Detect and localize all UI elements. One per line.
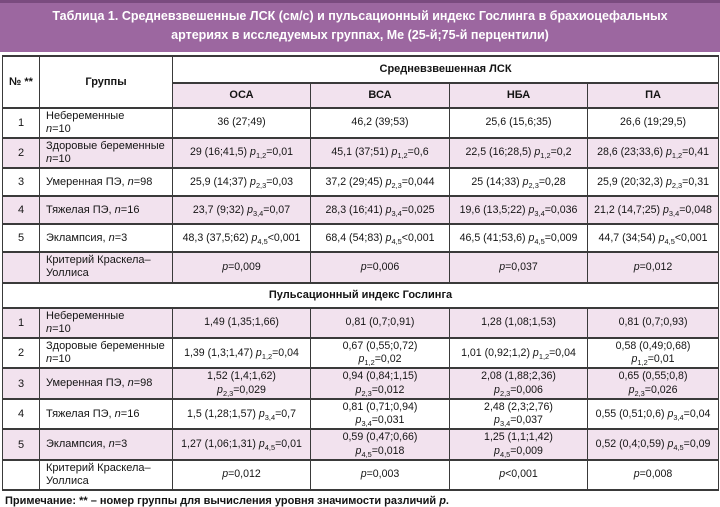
value-cell: 1,27 (1,06;1,31) p4,5=0,01 [172, 428, 311, 461]
row-number-cell: 4 [2, 195, 40, 226]
header-col-pa: ПА [586, 81, 720, 109]
header-col-vca: ВСА [310, 81, 450, 109]
header-span-lsk: Средневзвешенная ЛСК [171, 54, 720, 84]
value-cell: 36 (27;49) [172, 106, 311, 139]
group-cell: Умеренная ПЭ, n=98 [39, 167, 173, 198]
value-cell: 28,6 (23;33,6) p1,2=0,41 [586, 136, 720, 170]
row-number-cell [2, 458, 40, 492]
value-cell: 1,52 (1,4;1,62) p2,3=0,029 [172, 367, 311, 400]
row-number-cell: 5 [2, 428, 40, 461]
kruskal-value: p=0,012 [172, 458, 311, 492]
group-cell: Небеременные n=10 [39, 106, 173, 139]
kruskal-label: Критерий Краскела– Уоллиса [39, 458, 173, 492]
group-cell: Здоровые беременные n=10 [39, 136, 173, 170]
group-cell: Умеренная ПЭ, n=98 [39, 367, 173, 400]
group-cell: Тяжелая ПЭ, n=16 [39, 195, 173, 226]
table-row: 5 Эклампсия, n=3 48,3 (37,5;62) p4,5<0,001… [2, 223, 720, 254]
value-cell: 46,2 (39;53) [310, 106, 450, 139]
table-row: 5 Эклампсия, n=3 1,27 (1,06;1,31) p4,5=0,0… [2, 428, 720, 461]
value-cell: 25 (14;33) p2,3=0,28 [449, 167, 588, 198]
table-row: 2 Здоровые беременные n=10 29 (16;41,5) p1,… [2, 136, 720, 170]
kruskal-value: p=0,006 [310, 251, 450, 284]
group-cell: Здоровые беременные n=10 [39, 336, 173, 370]
group-cell: Тяжелая ПЭ, n=16 [39, 397, 173, 431]
header-number-column: № ** [2, 54, 40, 109]
value-cell: 1,49 (1,35;1,66) [172, 306, 311, 340]
value-cell: 0,55 (0,51;0,6) p3,4=0,04 [586, 397, 720, 431]
group-cell: Эклампсия, n=3 [39, 223, 173, 254]
table-title: Таблица 1. Средневзвешенные ЛСК (см/с) и… [0, 0, 720, 52]
value-cell: 46,5 (41;53,6) p4,5=0,009 [449, 223, 588, 254]
group-cell: Эклампсия, n=3 [39, 428, 173, 461]
value-cell: 21,2 (14,7;25) p3,4=0,048 [586, 195, 720, 226]
table-header: № ** Группы Средневзвешенная ЛСК ОСА ВСА… [2, 54, 720, 109]
value-cell: 1,39 (1,3;1,47) p1,2=0,04 [172, 336, 311, 370]
table-row: 1 Небеременные n=10 36 (27;49) 46,2 (39;53) 2… [2, 106, 720, 139]
value-cell: 23,7 (9;32) p3,4=0,07 [172, 195, 311, 226]
value-cell: 0,58 (0,49;0,68) p1,2=0,01 [586, 336, 720, 370]
table-row: 4 Тяжелая ПЭ, n=16 1,5 (1,28;1,57) p3,4=0,… [2, 397, 720, 431]
table-row: 3 Умеренная ПЭ, n=98 1,52 (1,4;1,62) p2,3=0… [2, 367, 720, 400]
header-col-nba: НБА [449, 81, 588, 109]
value-cell: 28,3 (16;41) p3,4=0,025 [310, 195, 450, 226]
value-cell: 37,2 (29;45) p2,3=0,044 [310, 167, 450, 198]
value-cell: 1,5 (1,28;1,57) p3,4=0,7 [172, 397, 311, 431]
row-number-cell: 2 [2, 336, 40, 370]
value-cell: 1,25 (1,1;1,42) p4,5=0,009 [449, 428, 588, 461]
kruskal-wallis-row: Критерий Краскела– Уоллиса p=0,012 p=0,003 p… [2, 458, 720, 492]
value-cell: 1,01 (0,92;1,2) p1,2=0,04 [449, 336, 588, 370]
value-cell: 0,81 (0,7;0,93) [586, 306, 720, 340]
value-cell: 44,7 (34;54) p4,5<0,001 [586, 223, 720, 254]
row-number-cell: 1 [2, 106, 40, 139]
value-cell: 48,3 (37,5;62) p4,5<0,001 [172, 223, 311, 254]
value-cell: 26,6 (19;29,5) [586, 106, 720, 139]
value-cell: 68,4 (54;83) p4,5<0,001 [310, 223, 450, 254]
footnote: Примечание: ** – номер группы для вычисл… [5, 495, 449, 507]
kruskal-value: p=0,012 [586, 251, 720, 284]
row-number-cell [2, 251, 40, 284]
row-number-cell: 3 [2, 167, 40, 198]
value-cell: 22,5 (16;28,5) p1,2=0,2 [449, 136, 588, 170]
value-cell: 0,65 (0,55;0,8) p2,3=0,026 [586, 367, 720, 400]
value-cell: 45,1 (37;51) p1,2=0,6 [310, 136, 450, 170]
kruskal-value: p=0,003 [310, 458, 450, 492]
value-cell: 0,67 (0,55;0,72) p1,2=0,02 [310, 336, 450, 370]
kruskal-value: p=0,037 [449, 251, 588, 284]
table-row: 2 Здоровые беременные n=10 1,39 (1,3;1,47) … [2, 336, 720, 370]
row-number-cell: 3 [2, 367, 40, 400]
kruskal-value: p=0,008 [586, 458, 720, 492]
value-cell: 19,6 (13,5;22) p3,4=0,036 [449, 195, 588, 226]
table-row: 4 Тяжелая ПЭ, n=16 23,7 (9;32) p3,4=0,07 28… [2, 195, 720, 226]
value-cell: 25,9 (14;37) p2,3=0,03 [172, 167, 311, 198]
value-cell: 25,9 (20;32,3) p2,3=0,31 [586, 167, 720, 198]
value-cell: 25,6 (15,6;35) [449, 106, 588, 139]
header-col-oca: ОСА [172, 81, 311, 109]
kruskal-label: Критерий Краскела– Уоллиса [39, 251, 173, 284]
header-groups-column: Группы [39, 54, 173, 109]
row-number-cell: 1 [2, 306, 40, 340]
value-cell: 0,81 (0,7;0,91) [310, 306, 450, 340]
value-cell: 0,52 (0,4;0,59) p4,5=0,09 [586, 428, 720, 461]
section-header-row: Пульсационный индекс Гослинга [1, 281, 720, 309]
value-cell: 2,48 (2,3;2,76) p3,4=0,037 [449, 397, 588, 431]
value-cell: 0,94 (0,84;1,15) p2,3=0,012 [310, 367, 450, 400]
kruskal-value: p<0,001 [449, 458, 588, 492]
group-cell: Небеременные n=10 [39, 306, 173, 340]
row-number-cell: 2 [2, 136, 40, 170]
table-row: 1 Небеременные n=10 1,49 (1,35;1,66) 0,81 (0… [2, 306, 720, 340]
value-cell: 0,81 (0,71;0,94) p3,4=0,031 [310, 397, 450, 431]
data-table: № ** Группы Средневзвешенная ЛСК ОСА ВСА… [1, 54, 720, 492]
value-cell: 29 (16;41,5) p1,2=0,01 [172, 136, 311, 170]
section-header: Пульсационный индекс Гослинга [1, 281, 720, 309]
value-cell: 0,59 (0,47;0,66) p4,5=0,018 [310, 428, 450, 461]
row-number-cell: 4 [2, 397, 40, 431]
table-row: 3 Умеренная ПЭ, n=98 25,9 (14;37) p2,3=0,0… [2, 167, 720, 198]
kruskal-value: p=0,009 [172, 251, 311, 284]
kruskal-wallis-row: Критерий Краскела– Уоллиса p=0,009 p=0,006 p… [2, 251, 720, 284]
value-cell: 1,28 (1,08;1,53) [449, 306, 588, 340]
table-body: 1 Небеременные n=10 36 (27;49) 46,2 (39;53) 2… [1, 106, 720, 492]
value-cell: 2,08 (1,88;2,36) p2,3=0,006 [449, 367, 588, 400]
row-number-cell: 5 [2, 223, 40, 254]
